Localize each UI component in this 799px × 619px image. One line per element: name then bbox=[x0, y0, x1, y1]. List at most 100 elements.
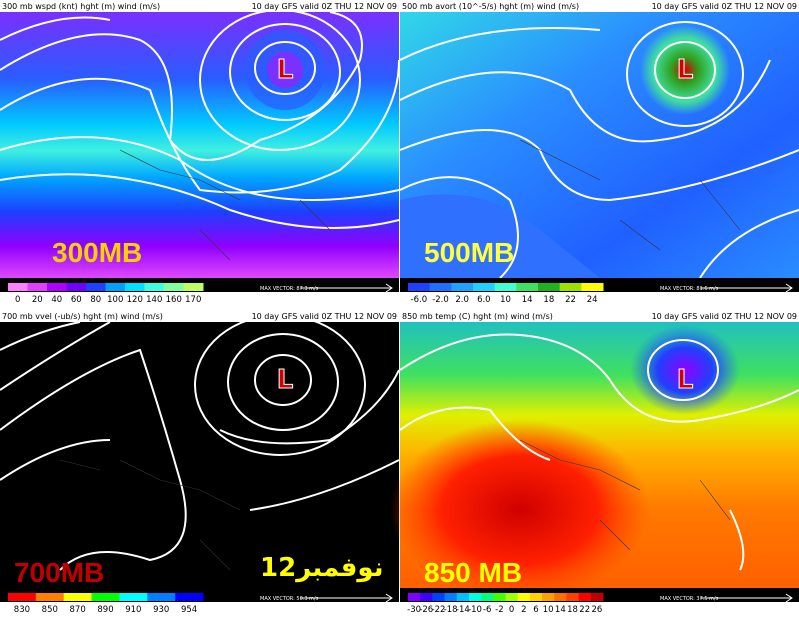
colorbar-label: 10 bbox=[543, 605, 554, 615]
colorbar-swatch bbox=[542, 593, 555, 601]
colorbar-label: -18 bbox=[444, 605, 458, 615]
colorbar-label: 24 bbox=[587, 295, 598, 305]
colorbar-label: 6 bbox=[533, 605, 538, 615]
colorbar-swatch bbox=[473, 283, 496, 291]
colorbar-swatch bbox=[456, 593, 470, 601]
colorbar-swatch bbox=[408, 283, 431, 291]
max-vector: MAX VECTOR: 81.6 m/s bbox=[660, 286, 719, 292]
colorbar-label-bg bbox=[400, 602, 799, 619]
colorbar-swatch bbox=[63, 593, 93, 601]
level-label: 300MB bbox=[52, 237, 142, 268]
colorbar-swatch bbox=[164, 283, 184, 291]
colorbar-label: 14 bbox=[522, 295, 533, 305]
level-label: 500MB bbox=[424, 237, 514, 268]
header-bar bbox=[0, 0, 399, 12]
colorbar-label: 2.0 bbox=[455, 295, 469, 305]
low-symbol: L bbox=[277, 55, 294, 85]
date-label: 12نوفمبر bbox=[260, 553, 384, 583]
header-right: 10 day GFS valid 0Z THU 12 NOV 09 bbox=[252, 2, 397, 11]
header-right: 10 day GFS valid 0Z THU 12 NOV 09 bbox=[652, 312, 797, 321]
colorbar-swatch bbox=[8, 283, 28, 291]
header-right: 10 day GFS valid 0Z THU 12 NOV 09 bbox=[252, 312, 397, 321]
colorbar-swatch bbox=[8, 593, 37, 601]
colorbar-swatch bbox=[505, 593, 519, 601]
colorbar-swatch bbox=[493, 593, 506, 601]
header-left: 700 mb vvel (-ub/s) hght (m) wind (m/s) bbox=[2, 312, 163, 321]
colorbar-swatch bbox=[590, 593, 604, 601]
colorbar-label: 954 bbox=[181, 605, 197, 615]
colorbar-swatch bbox=[481, 593, 494, 601]
colorbar-label: 40 bbox=[51, 295, 62, 305]
colorbar-swatch bbox=[47, 283, 67, 291]
max-vector: MAX VECTOR: 37.5 m/s bbox=[660, 596, 719, 602]
colorbar-label: 830 bbox=[14, 605, 30, 615]
colorbar-swatch bbox=[105, 283, 126, 291]
colorbar-label: 18 bbox=[567, 605, 578, 615]
colorbar-swatch bbox=[554, 593, 567, 601]
colorbar-label: -10 bbox=[468, 605, 482, 615]
header-bar bbox=[0, 310, 399, 322]
colorbar-swatch bbox=[125, 283, 145, 291]
colorbar-swatch bbox=[408, 593, 421, 601]
colorbar-label: 10 bbox=[500, 295, 511, 305]
panel: 700 mb vvel (-ub/s) hght (m) wind (m/s) 1… bbox=[0, 310, 400, 619]
colorbar-swatch bbox=[578, 593, 592, 601]
colorbar-swatch bbox=[119, 593, 148, 601]
vector-arrow bbox=[300, 283, 393, 293]
colorbar-swatch bbox=[559, 283, 582, 291]
colorbar-swatch bbox=[468, 593, 482, 601]
colorbar-label: 6.0 bbox=[477, 295, 491, 305]
colorbar-swatch bbox=[529, 593, 543, 601]
colorbar-label: 80 bbox=[90, 295, 101, 305]
colorbar-label-bg bbox=[0, 292, 399, 309]
low-symbol: L bbox=[677, 365, 694, 395]
panel: 500 mb avort (10^-5/s) hght (m) wind (m/… bbox=[399, 0, 799, 309]
colorbar-label: 26 bbox=[591, 605, 602, 615]
header-left: 500 mb avort (10^-5/s) hght (m) wind (m/… bbox=[402, 2, 579, 11]
colorbar-label: 18 bbox=[543, 295, 554, 305]
colorbar-label: 850 bbox=[42, 605, 58, 615]
colorbar-swatch bbox=[86, 283, 106, 291]
colorbar-label: -26 bbox=[419, 605, 433, 615]
colorbar-label: -22 bbox=[432, 605, 446, 615]
colorbar-swatch bbox=[581, 283, 604, 291]
max-vector: MAX VECTOR: 87.3 m/s bbox=[260, 286, 319, 292]
colorbar-swatch bbox=[429, 283, 452, 291]
colorbar-label: 22 bbox=[579, 605, 590, 615]
colorbar-label: 160 bbox=[166, 295, 182, 305]
colorbar-swatch bbox=[432, 593, 446, 601]
level-label: 850 MB bbox=[424, 557, 522, 588]
colorbar-label: 60 bbox=[71, 295, 82, 305]
colorbar-label: 2 bbox=[521, 605, 526, 615]
colorbar-label: -6 bbox=[483, 605, 491, 615]
vector-arrow bbox=[300, 593, 393, 603]
colorbar-swatch bbox=[538, 283, 561, 291]
colorbar-swatch bbox=[451, 283, 474, 291]
colorbar-swatch bbox=[420, 593, 433, 601]
low-symbol: L bbox=[277, 365, 294, 395]
colorbar-label: -2.0 bbox=[432, 295, 449, 305]
colorbar-label: 910 bbox=[125, 605, 141, 615]
colorbar-swatch bbox=[91, 593, 120, 601]
level-label: 700MB bbox=[14, 557, 104, 588]
colorbar-swatch bbox=[183, 283, 204, 291]
colorbar-swatch bbox=[147, 593, 176, 601]
header-left: 300 mb wspd (knt) hght (m) wind (m/s) bbox=[2, 2, 160, 11]
vector-arrow bbox=[700, 283, 793, 293]
colorbar-label: 140 bbox=[146, 295, 162, 305]
colorbar-swatch bbox=[27, 283, 48, 291]
low-symbol: L bbox=[677, 55, 694, 85]
colorbar-swatch bbox=[66, 283, 87, 291]
colorbar-label: 870 bbox=[70, 605, 86, 615]
colorbar-label: -6.0 bbox=[411, 295, 428, 305]
header-bar bbox=[400, 310, 799, 322]
colorbar-label: 20 bbox=[32, 295, 43, 305]
colorbar-swatch bbox=[566, 593, 580, 601]
colorbar-swatch bbox=[516, 283, 539, 291]
panel: 850 mb temp (C) hght (m) wind (m/s) 10 da… bbox=[390, 310, 799, 619]
colorbar-label: 14 bbox=[555, 605, 566, 615]
colorbar-label: 100 bbox=[107, 295, 123, 305]
header-left: 850 mb temp (C) hght (m) wind (m/s) bbox=[402, 312, 553, 321]
colorbar-label: -30 bbox=[407, 605, 421, 615]
